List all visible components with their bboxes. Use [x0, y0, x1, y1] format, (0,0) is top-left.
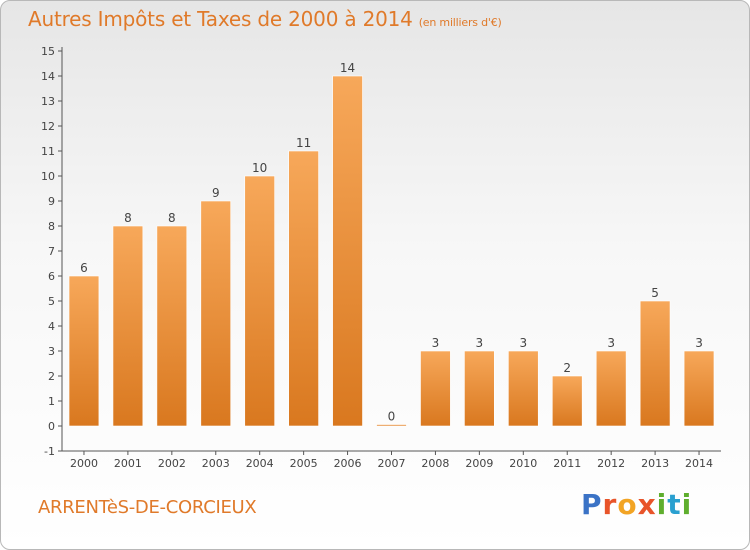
x-tick-label: 2013	[641, 457, 669, 470]
commune-name: ARRENTèS-DE-CORCIEUX	[38, 497, 257, 518]
data-label: 11	[296, 136, 311, 150]
y-tick-label: 7	[48, 245, 55, 258]
y-tick-label: 0	[48, 420, 55, 433]
y-tick-label: 12	[41, 120, 55, 133]
y-tick-label: 8	[48, 220, 55, 233]
bar	[420, 350, 451, 427]
bar	[376, 424, 407, 427]
x-tick-label: 2010	[509, 457, 537, 470]
y-tick-label: 9	[48, 195, 55, 208]
chart-title-text: Autres Impôts et Taxes de 2000 à 2014	[28, 7, 413, 31]
x-tick-label: 2000	[70, 457, 98, 470]
y-tick-label: 3	[48, 345, 55, 358]
x-tick-label: 2014	[685, 457, 713, 470]
bar	[112, 225, 144, 427]
x-tick-label: 2006	[334, 457, 362, 470]
chart-title: Autres Impôts et Taxes de 2000 à 2014 (en…	[28, 7, 502, 31]
x-tick-label: 2012	[597, 457, 625, 470]
y-tick-label: 11	[41, 145, 55, 158]
chart-unit: (en milliers d'€)	[418, 16, 502, 29]
data-label: 3	[432, 336, 440, 350]
bar	[68, 275, 100, 427]
y-tick-label: -1	[44, 445, 55, 458]
x-tick-label: 2003	[202, 457, 230, 470]
x-tick-label: 2001	[114, 457, 142, 470]
data-label: 0	[388, 410, 396, 424]
y-tick-label: 2	[48, 370, 55, 383]
x-tick-label: 2005	[290, 457, 318, 470]
y-tick-label: 1	[48, 395, 55, 408]
bar	[639, 300, 671, 427]
y-tick-label: 5	[48, 295, 55, 308]
bar	[464, 350, 495, 427]
bar	[156, 225, 188, 427]
y-tick-label: 10	[41, 170, 55, 183]
data-label: 8	[124, 211, 132, 225]
bar	[551, 375, 583, 427]
x-tick-label: 2011	[553, 457, 581, 470]
x-tick-label: 2004	[246, 457, 274, 470]
x-tick-label: 2008	[421, 457, 449, 470]
y-tick-label: 6	[48, 270, 55, 283]
y-tick-label: 14	[41, 70, 55, 83]
x-tick-label: 2009	[465, 457, 493, 470]
data-label: 10	[252, 161, 267, 175]
data-label: 6	[80, 261, 88, 275]
data-label: 5	[651, 286, 659, 300]
x-tick-label: 2007	[378, 457, 406, 470]
x-tick-label: 2002	[158, 457, 186, 470]
y-tick-label: 4	[48, 320, 55, 333]
data-label: 3	[695, 336, 703, 350]
proxiti-logo: Proxiti	[581, 488, 693, 521]
bar	[244, 175, 275, 427]
data-label: 2	[563, 361, 571, 375]
y-tick-label: 15	[41, 45, 55, 58]
data-label: 14	[340, 61, 355, 75]
bar	[288, 150, 319, 427]
y-tick-label: 13	[41, 95, 55, 108]
bar	[595, 350, 627, 427]
bar	[508, 350, 539, 427]
bar	[683, 350, 715, 427]
data-label: 3	[607, 336, 615, 350]
data-label: 3	[476, 336, 484, 350]
data-label: 8	[168, 211, 176, 225]
bar	[200, 200, 232, 427]
data-label: 3	[519, 336, 527, 350]
bar	[332, 75, 363, 427]
data-label: 9	[212, 186, 220, 200]
